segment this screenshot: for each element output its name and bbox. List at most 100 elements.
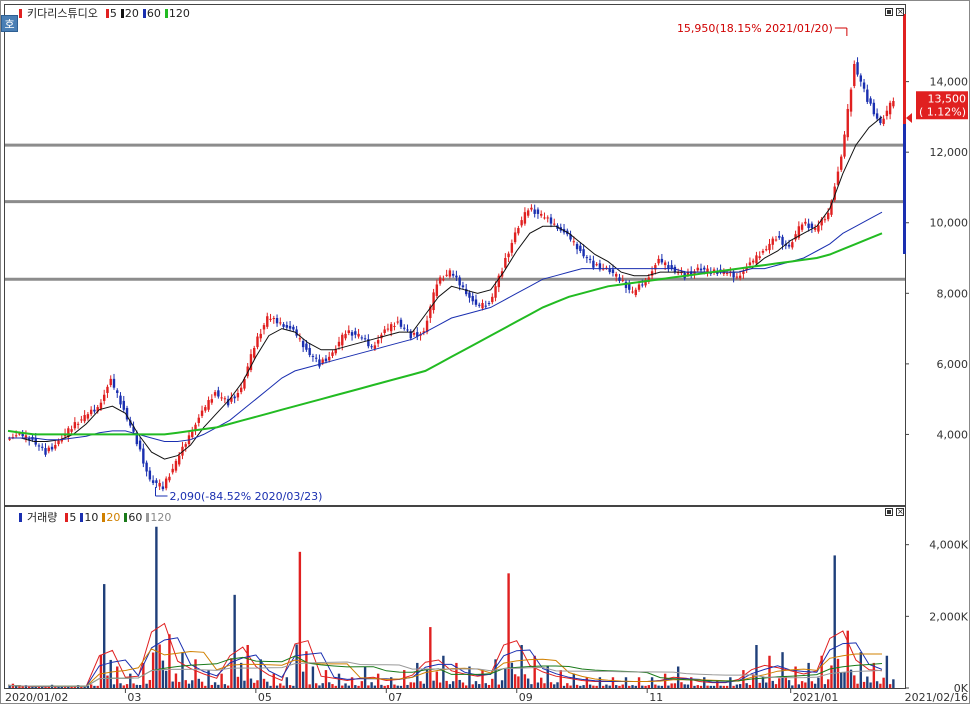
candle-body <box>751 260 755 263</box>
volume-bar <box>631 685 634 688</box>
x-first-date: 2020/01/02 <box>5 691 68 704</box>
volume-bar <box>298 551 302 688</box>
price-close-button[interactable]: × <box>896 7 904 16</box>
volume-ma-20[interactable]: 20 <box>102 511 120 524</box>
candle-body <box>60 438 64 442</box>
volume-bar <box>738 684 742 688</box>
volume-bar <box>497 684 501 688</box>
candle-body <box>725 273 729 275</box>
candle-body <box>76 423 80 425</box>
volume-bar <box>875 681 879 688</box>
candle-body <box>641 284 644 286</box>
candle-body <box>530 207 533 210</box>
volume-bar <box>168 634 171 688</box>
volume-bar <box>683 684 686 688</box>
candle-body <box>334 348 337 354</box>
candle-body <box>690 271 693 275</box>
volume-bar <box>383 685 386 688</box>
volume-bar <box>885 655 889 688</box>
volume-ma-120[interactable]: 120 <box>146 511 171 524</box>
volume-bar <box>135 684 139 688</box>
volume-bar <box>328 682 331 688</box>
volume-bar <box>624 677 628 688</box>
volume-bar <box>712 685 716 688</box>
price-ma-swatch <box>164 8 168 18</box>
volume-close-button[interactable]: × <box>896 507 904 516</box>
current-change: ( 1.12%) <box>919 105 966 118</box>
volume-bar <box>406 684 409 688</box>
price-ma-swatch <box>142 8 146 18</box>
badge-ho[interactable]: 호 <box>1 15 18 32</box>
volume-bar <box>112 684 116 688</box>
volume-bar <box>207 670 210 688</box>
candle-body <box>432 292 435 311</box>
volume-bar <box>862 681 866 688</box>
volume-bar <box>804 682 807 688</box>
candle-body <box>239 387 243 393</box>
volume-bar <box>647 685 651 688</box>
candle-body <box>696 267 699 271</box>
volume-ma-5[interactable]: 5 <box>65 511 76 524</box>
price-ma-swatch <box>120 8 124 18</box>
candle-body <box>184 444 187 447</box>
volume-bar <box>47 685 50 688</box>
candle-body <box>735 276 739 278</box>
candle-body <box>174 460 178 471</box>
price-ma-60[interactable]: 60 <box>142 7 161 20</box>
volume-maximize-button[interactable] <box>885 508 893 516</box>
volume-bar <box>546 666 549 688</box>
candle-body <box>461 285 465 288</box>
volume-ma-label: 120 <box>150 510 172 524</box>
candle-body <box>50 446 54 450</box>
volume-bar <box>621 684 624 688</box>
volume-bar <box>442 655 445 688</box>
range-bar-up <box>903 14 906 124</box>
volume-bar <box>595 685 598 688</box>
candle-body <box>200 410 204 416</box>
volume-bar <box>569 685 572 688</box>
volume-bar <box>830 665 833 688</box>
price-ma-120[interactable]: 120 <box>164 7 190 20</box>
candle-body <box>598 263 602 270</box>
volume-bar <box>853 675 856 688</box>
candle-body <box>487 303 491 305</box>
volume-bar <box>27 685 31 688</box>
volume-bar <box>164 670 168 688</box>
price-ma-20[interactable]: 20 <box>120 7 139 20</box>
volume-bar <box>318 685 321 688</box>
volume-bar <box>813 683 817 688</box>
candle-body <box>491 296 494 303</box>
candle-body <box>357 333 360 337</box>
volume-ma-60[interactable]: 60 <box>124 511 142 524</box>
candle-body <box>37 445 41 447</box>
volume-ma-label: 5 <box>69 510 77 524</box>
volume-bar <box>719 685 722 688</box>
volume-bar <box>194 659 197 688</box>
candle-body <box>406 329 409 331</box>
volume-bar <box>301 671 305 688</box>
candle-body <box>706 268 709 274</box>
candle-body <box>416 332 419 337</box>
volume-ma-10[interactable]: 10 <box>80 511 98 524</box>
volume-bar <box>637 677 641 688</box>
volume-bar <box>80 685 83 688</box>
volume-bar <box>210 684 214 688</box>
volume-bar <box>575 684 579 688</box>
volume-title: 거래량 <box>27 511 58 524</box>
volume-bar <box>409 682 412 688</box>
candle-body <box>122 400 125 410</box>
candle-body <box>885 110 889 117</box>
candle-body <box>148 470 152 480</box>
candle-body <box>18 433 21 435</box>
price-ma-5[interactable]: 5 <box>105 7 117 20</box>
candle-body <box>14 435 18 437</box>
candle-body <box>628 283 631 290</box>
volume-bar <box>817 677 820 688</box>
candle-body <box>618 277 621 281</box>
volume-bar <box>138 684 142 688</box>
price-maximize-button[interactable] <box>885 8 893 16</box>
candle-body <box>830 201 833 215</box>
candle-body <box>621 280 624 282</box>
candle-body <box>27 437 31 441</box>
